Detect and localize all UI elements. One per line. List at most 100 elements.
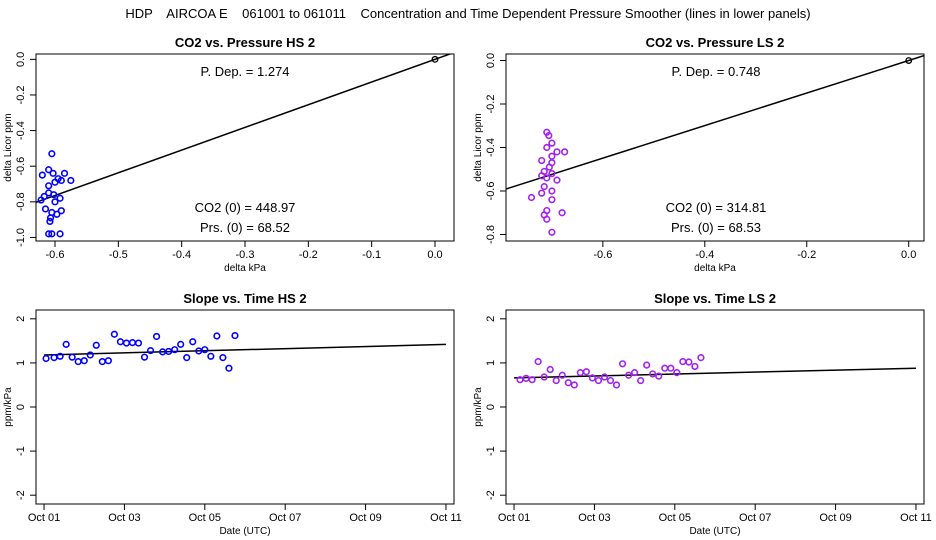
panel-title: Slope vs. Time HS 2	[183, 291, 306, 306]
data-point	[177, 340, 185, 348]
x-tick-label: -0.4	[172, 249, 191, 261]
y-tick-label: -0.4	[485, 138, 497, 157]
y-tick-label: 2	[485, 316, 497, 322]
data-point	[552, 376, 560, 385]
data-point	[128, 339, 137, 347]
x-tick-label: Oct 09	[349, 512, 381, 524]
origin-point	[905, 57, 913, 64]
data-point	[527, 193, 536, 202]
x-tick-label: -0.1	[362, 249, 381, 261]
data-point	[38, 171, 46, 179]
data-point	[624, 371, 633, 379]
data-point	[189, 338, 197, 346]
data-point	[540, 373, 548, 381]
data-point	[543, 215, 551, 223]
data-point	[46, 217, 54, 226]
x-tick-label: -0.3	[236, 249, 255, 261]
data-point	[231, 331, 239, 340]
data-point	[667, 364, 675, 372]
panel-ls-pressure: CO2 vs. Pressure LS 2 -0.6 -0.4 -0.2 0.0 delt…	[473, 35, 925, 274]
data-point	[558, 209, 566, 217]
data-point	[50, 354, 58, 362]
x-tick-label: Oct 03	[108, 512, 140, 524]
y-tick-label: -1	[15, 446, 27, 456]
x-axis-label: Date (UTC)	[219, 526, 270, 537]
y-tick-label: 1	[485, 360, 497, 366]
x-tick-label: 0.0	[427, 249, 442, 261]
data-point	[548, 152, 556, 160]
data-point	[548, 228, 556, 236]
y-tick-label: -0.8	[15, 192, 27, 211]
panel-title: CO2 vs. Pressure HS 2	[175, 35, 315, 50]
data-point	[649, 370, 657, 378]
data-point	[51, 198, 59, 206]
x-tick-label: -0.5	[109, 249, 128, 261]
data-point	[545, 131, 553, 140]
data-point	[37, 196, 45, 204]
data-point	[53, 210, 61, 218]
y-tick-label: -0.8	[485, 225, 497, 244]
data-point	[41, 205, 50, 213]
data-point	[122, 339, 131, 347]
x-axis-label: delta kPa	[224, 263, 266, 274]
data-point	[49, 169, 57, 177]
data-point	[543, 174, 551, 182]
y-axis-label: delta Licor ppm	[473, 113, 484, 181]
y-axis-label: delta Licor ppm	[3, 113, 14, 181]
x-tick-label: -0.4	[695, 249, 714, 261]
data-point	[183, 354, 191, 362]
x-tick-label: Oct 01	[28, 512, 60, 524]
data-point	[46, 214, 55, 222]
data-point	[553, 176, 561, 184]
co2-zero-annotation: CO2 (0) = 314.81	[666, 200, 767, 215]
data-point	[219, 354, 227, 362]
data-point	[545, 163, 553, 171]
data-point	[612, 381, 621, 389]
data-point	[110, 330, 118, 338]
data-point	[538, 189, 546, 197]
origin-point	[431, 55, 439, 63]
data-point	[207, 352, 215, 360]
data-point	[558, 371, 566, 379]
y-tick-label: 1	[15, 360, 27, 366]
figure-title: HDP AIRCOA E 061001 to 061011 Concentrat…	[125, 6, 811, 21]
data-point	[116, 338, 125, 346]
y-tick-label: 0	[485, 404, 497, 410]
data-point	[225, 364, 233, 372]
plot-area	[42, 330, 446, 372]
data-point	[582, 368, 590, 376]
data-point	[691, 362, 699, 371]
y-axis-label: ppm/kPa	[3, 387, 14, 427]
plot-frame	[35, 309, 455, 505]
plot-frame	[505, 309, 925, 505]
data-point	[80, 357, 88, 365]
data-point	[60, 169, 69, 177]
y-tick-label: -0.6	[15, 157, 27, 176]
data-point	[67, 176, 75, 185]
x-tick-label: -0.6	[593, 249, 612, 261]
x-tick-label: -0.2	[299, 249, 318, 261]
panel-ls-slope: Slope vs. Time LS 2 Oct 01 Oct 03 Oct 05 Oct…	[473, 291, 932, 537]
p-dep-annotation: P. Dep. = 0.748	[671, 64, 760, 79]
x-tick-label: -0.6	[46, 249, 65, 261]
data-point	[534, 357, 542, 366]
data-point	[92, 341, 100, 349]
data-point	[56, 352, 64, 360]
data-point	[56, 194, 64, 202]
data-point	[600, 373, 609, 381]
data-point	[165, 347, 173, 356]
data-point	[98, 357, 106, 366]
plot-area	[36, 54, 453, 238]
data-point	[685, 358, 693, 366]
x-axis-label: delta kPa	[694, 263, 736, 274]
x-tick-label: Oct 05	[189, 512, 221, 524]
fit-line	[36, 54, 453, 203]
y-axis-label: ppm/kPa	[473, 387, 484, 427]
fit-line	[514, 367, 916, 379]
y-tick-label: -2	[485, 490, 497, 500]
data-point	[74, 357, 82, 366]
data-point	[171, 346, 179, 354]
y-tick-label: 0.0	[485, 53, 497, 68]
data-point	[538, 156, 546, 165]
